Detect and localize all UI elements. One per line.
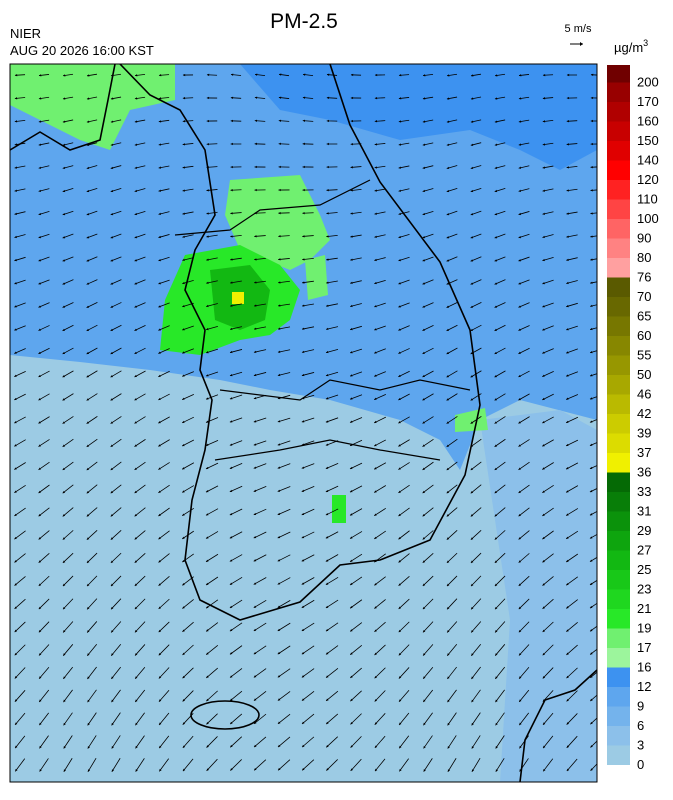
colorbar-swatch xyxy=(607,629,630,649)
colorbar-swatch xyxy=(607,375,630,395)
colorbar-label: 140 xyxy=(637,153,659,168)
colorbar-swatch xyxy=(607,258,630,278)
green-east xyxy=(305,255,328,300)
colorbar-label: 31 xyxy=(637,504,651,519)
colorbar-swatch xyxy=(607,492,630,512)
colorbar-label: 100 xyxy=(637,211,659,226)
colorbar-swatch xyxy=(607,570,630,590)
colorbar-swatch xyxy=(607,434,630,454)
colorbar-swatch xyxy=(607,200,630,220)
colorbar-label: 70 xyxy=(637,289,651,304)
colorbar-swatch xyxy=(607,356,630,376)
colorbar-label: 33 xyxy=(637,484,651,499)
colorbar-swatch xyxy=(607,609,630,629)
colorbar-label: 90 xyxy=(637,231,651,246)
colorbar-label: 29 xyxy=(637,523,651,538)
colorbar-swatch xyxy=(607,278,630,298)
colorbar-label: 37 xyxy=(637,445,651,460)
colorbar-label: 23 xyxy=(637,582,651,597)
map xyxy=(10,64,602,782)
colorbar-swatch xyxy=(607,512,630,532)
colorbar-label: 39 xyxy=(637,426,651,441)
colorbar-label: 17 xyxy=(637,640,651,655)
colorbar-label: 120 xyxy=(637,172,659,187)
datetime: AUG 20 2026 16:00 KST xyxy=(10,43,154,58)
colorbar-swatch xyxy=(607,83,630,103)
colorbar-label: 65 xyxy=(637,309,651,324)
colorbar-label: 76 xyxy=(637,270,651,285)
colorbar-swatch xyxy=(607,122,630,142)
colorbar-swatch xyxy=(607,726,630,746)
unit-base: µg/m xyxy=(614,40,643,55)
yellow-spot xyxy=(232,292,244,304)
colorbar-label: 3 xyxy=(637,738,644,753)
colorbar-label: 27 xyxy=(637,543,651,558)
colorbar-label: 110 xyxy=(637,192,658,207)
colorbar-swatch xyxy=(607,414,630,434)
colorbar-swatch xyxy=(607,317,630,337)
colorbar-swatch xyxy=(607,102,630,122)
colorbar-swatch xyxy=(607,141,630,161)
colorbar-swatch xyxy=(607,239,630,259)
colorbar-swatch xyxy=(607,648,630,668)
colorbar-label: 21 xyxy=(637,601,651,616)
colorbar-swatch xyxy=(607,590,630,610)
colorbar: 0369121617192123252729313336373942465055… xyxy=(607,65,659,772)
colorbar-swatch xyxy=(607,161,630,181)
colorbar-swatch xyxy=(607,551,630,571)
colorbar-label: 55 xyxy=(637,348,651,363)
title: PM-2.5 xyxy=(270,10,338,33)
colorbar-swatch xyxy=(607,180,630,200)
unit: µg/m3 xyxy=(614,38,648,55)
colorbar-label: 19 xyxy=(637,621,651,636)
colorbar-swatch xyxy=(607,473,630,493)
colorbar-label: 50 xyxy=(637,367,651,382)
colorbar-label: 16 xyxy=(637,660,651,675)
colorbar-label: 150 xyxy=(637,133,659,148)
colorbar-swatch xyxy=(607,746,630,766)
colorbar-label: 60 xyxy=(637,328,651,343)
colorbar-label: 6 xyxy=(637,718,644,733)
agency: NIER xyxy=(10,26,41,41)
colorbar-label: 160 xyxy=(637,114,659,129)
wind-scale-head xyxy=(580,42,583,46)
colorbar-label: 170 xyxy=(637,94,659,109)
colorbar-label: 9 xyxy=(637,699,644,714)
colorbar-swatch xyxy=(607,395,630,415)
colorbar-label: 80 xyxy=(637,250,651,265)
colorbar-swatch xyxy=(607,687,630,707)
colorbar-label: 12 xyxy=(637,679,651,694)
colorbar-swatch xyxy=(607,531,630,551)
unit-sup: 3 xyxy=(643,38,648,48)
colorbar-swatch xyxy=(607,219,630,239)
colorbar-label: 46 xyxy=(637,387,651,402)
colorbar-swatch xyxy=(607,453,630,473)
colorbar-label: 25 xyxy=(637,562,651,577)
colorbar-swatch xyxy=(607,336,630,356)
colorbar-label: 200 xyxy=(637,75,659,90)
colorbar-swatch xyxy=(607,707,630,727)
green-south xyxy=(332,495,346,523)
colorbar-label: 42 xyxy=(637,406,651,421)
colorbar-swatch xyxy=(607,668,630,688)
wind-scale-label: 5 m/s xyxy=(565,23,592,35)
colorbar-label: 0 xyxy=(637,757,644,772)
colorbar-label: 36 xyxy=(637,465,651,480)
colorbar-swatch xyxy=(607,297,630,317)
colorbar-swatch xyxy=(607,65,630,83)
